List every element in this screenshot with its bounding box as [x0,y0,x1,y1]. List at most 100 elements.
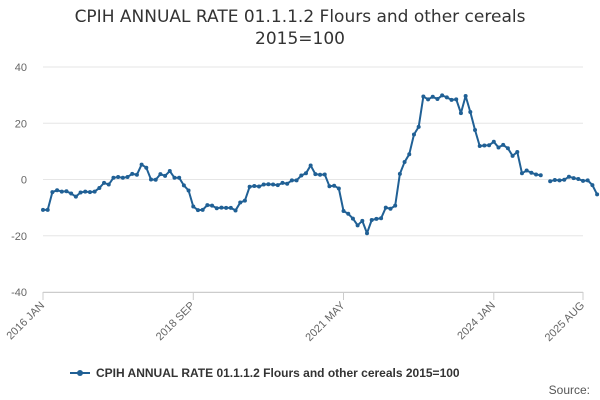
data-point[interactable] [557,178,562,183]
data-point[interactable] [463,93,468,98]
data-point[interactable] [149,177,153,182]
data-point[interactable] [491,139,496,144]
data-point[interactable] [487,143,492,148]
data-point[interactable] [548,179,553,184]
data-point[interactable] [134,172,139,177]
data-point[interactable] [468,110,473,114]
data-point[interactable] [562,177,567,182]
data-point[interactable] [355,223,360,228]
data-point[interactable] [566,174,571,179]
data-point[interactable] [313,172,318,177]
data-point[interactable] [454,97,459,102]
data-point[interactable] [280,180,285,185]
data-point[interactable] [571,176,576,181]
data-point[interactable] [195,208,200,213]
data-point[interactable] [233,208,238,213]
data-point[interactable] [205,203,210,208]
data-point[interactable] [411,132,416,137]
data-point[interactable] [421,94,426,99]
data-point[interactable] [167,169,172,174]
data-point[interactable] [435,97,440,102]
data-point[interactable] [369,218,374,222]
data-point[interactable] [318,172,323,177]
data-point[interactable] [224,205,229,210]
data-point[interactable] [529,170,534,175]
data-point[interactable] [365,231,370,236]
data-point[interactable] [120,175,125,180]
data-point[interactable] [177,175,182,180]
data-point[interactable] [538,173,543,178]
data-point[interactable] [186,188,191,193]
data-point[interactable] [144,165,149,170]
data-point[interactable] [477,144,482,149]
data-point[interactable] [111,175,116,180]
data-point[interactable] [92,189,97,194]
data-point[interactable] [383,205,388,210]
data-point[interactable] [402,160,407,165]
data-point[interactable] [350,216,355,221]
data-point[interactable] [55,188,60,193]
data-point[interactable] [595,192,600,197]
data-point[interactable] [158,172,163,177]
data-point[interactable] [515,149,520,154]
data-point[interactable] [252,183,257,188]
data-point[interactable] [242,198,247,203]
data-point[interactable] [505,146,510,151]
data-point[interactable] [430,94,435,99]
data-point[interactable] [407,152,412,157]
data-point[interactable] [97,185,102,190]
data-point[interactable] [191,204,196,209]
data-point[interactable] [106,182,111,187]
data-point[interactable] [294,178,299,183]
data-point[interactable] [69,191,74,196]
data-point[interactable] [116,174,121,179]
data-point[interactable] [200,207,205,212]
data-point[interactable] [271,182,276,187]
data-point[interactable] [64,189,69,194]
data-point[interactable] [181,183,186,188]
data-point[interactable] [41,207,45,212]
data-point[interactable] [139,162,144,167]
data-point[interactable] [214,206,219,211]
data-point[interactable] [482,143,487,148]
data-point[interactable] [247,184,252,189]
data-point[interactable] [153,177,158,182]
data-point[interactable] [102,180,107,185]
data-point[interactable] [285,181,290,186]
data-point[interactable] [379,216,384,221]
data-point[interactable] [73,194,78,199]
data-point[interactable] [299,173,304,178]
data-point[interactable] [210,203,215,208]
data-point[interactable] [426,97,431,102]
data-point[interactable] [257,184,262,189]
data-point[interactable] [228,205,233,210]
data-point[interactable] [473,128,478,132]
data-point[interactable] [238,200,243,205]
data-point[interactable] [130,171,135,176]
data-point[interactable] [322,172,327,177]
data-point[interactable] [581,178,586,183]
data-point[interactable] [397,171,402,176]
data-point[interactable] [524,168,529,173]
data-point[interactable] [440,93,445,98]
data-point[interactable] [332,183,337,188]
data-point[interactable] [289,178,294,183]
data-point[interactable] [510,153,515,158]
data-point[interactable] [172,175,177,180]
data-point[interactable] [534,172,539,177]
data-point[interactable] [163,173,168,178]
data-point[interactable] [393,203,398,208]
data-point[interactable] [50,190,55,195]
data-point[interactable] [496,145,501,150]
data-point[interactable] [275,183,280,188]
data-point[interactable] [416,124,421,129]
data-point[interactable] [83,189,88,194]
data-point[interactable] [327,184,332,189]
data-point[interactable] [308,163,313,168]
data-point[interactable] [59,189,64,194]
data-point[interactable] [444,95,449,100]
data-point[interactable] [519,171,524,176]
data-point[interactable] [125,174,130,179]
data-point[interactable] [336,186,341,191]
data-point[interactable] [360,218,365,223]
